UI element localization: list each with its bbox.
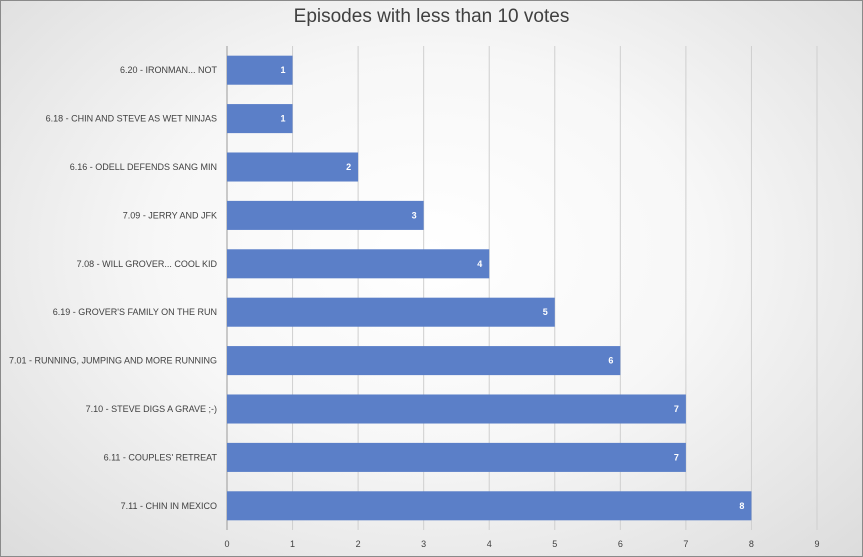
- bar: [227, 442, 686, 472]
- bar: [227, 104, 293, 134]
- x-tick-label: 1: [290, 539, 295, 549]
- x-tick-label: 8: [749, 539, 754, 549]
- data-label: 3: [412, 210, 417, 220]
- category-label: 6.16 - ODELL DEFENDS SANG MIN: [70, 162, 217, 172]
- data-label: 1: [281, 114, 286, 124]
- bar: [227, 491, 752, 521]
- data-label: 5: [543, 307, 548, 317]
- data-label: 4: [477, 259, 482, 269]
- data-label: 2: [346, 162, 351, 172]
- data-label: 7: [674, 452, 679, 462]
- x-tick-label: 7: [683, 539, 688, 549]
- x-tick-label: 3: [421, 539, 426, 549]
- category-label: 7.08 - WILL GROVER... COOL KID: [77, 259, 218, 269]
- data-label: 8: [739, 501, 744, 511]
- category-label: 6.11 - COUPLES' RETREAT: [104, 452, 218, 462]
- category-label: 6.18 - CHIN AND STEVE AS WET NINJAS: [46, 114, 217, 124]
- bar: [227, 394, 686, 424]
- bar: [227, 152, 359, 182]
- data-label: 6: [608, 356, 613, 366]
- bar: [227, 297, 555, 327]
- data-label: 7: [674, 404, 679, 414]
- category-label: 7.09 - JERRY AND JFK: [123, 210, 217, 220]
- x-tick-label: 0: [224, 539, 229, 549]
- x-tick-label: 2: [356, 539, 361, 549]
- category-label: 7.11 - CHIN IN MEXICO: [121, 501, 217, 511]
- category-label: 6.20 - IRONMAN... NOT: [120, 65, 218, 75]
- chart-title: Episodes with less than 10 votes: [293, 6, 570, 27]
- data-label: 1: [281, 65, 286, 75]
- x-tick-label: 6: [618, 539, 623, 549]
- bar: [227, 249, 490, 279]
- bar: [227, 346, 621, 376]
- bar: [227, 55, 293, 85]
- category-label: 7.01 - RUNNING, JUMPING AND MORE RUNNING: [9, 356, 217, 366]
- category-label: 7.10 - STEVE DIGS A GRAVE ;-): [86, 404, 217, 414]
- x-tick-label: 9: [814, 539, 819, 549]
- x-tick-label: 4: [487, 539, 492, 549]
- category-label: 6.19 - GROVER'S FAMILY ON THE RUN: [53, 307, 217, 317]
- bar: [227, 200, 424, 230]
- x-tick-label: 5: [552, 539, 557, 549]
